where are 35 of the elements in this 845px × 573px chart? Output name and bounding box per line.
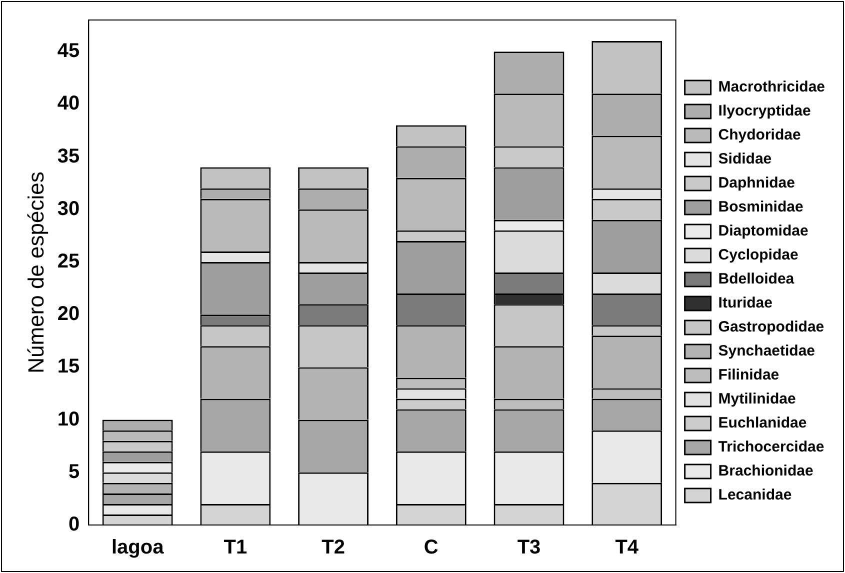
legend-label: Brachionidae xyxy=(718,462,814,480)
legend-label: Ituridae xyxy=(718,294,772,312)
legend-label: Mytilinidae xyxy=(718,390,796,408)
y-tick-label: 5 xyxy=(68,460,80,483)
x-tick-label: T2 xyxy=(322,536,345,559)
y-tick-label: 25 xyxy=(57,250,80,272)
y-tick-label: 20 xyxy=(57,303,80,326)
legend-label: Daphnidae xyxy=(718,174,795,192)
x-tick-label: T4 xyxy=(615,536,640,559)
x-tick-label: lagoa xyxy=(111,536,165,559)
y-tick-label: 30 xyxy=(57,198,80,220)
y-axis-title: Número de espécies xyxy=(23,172,48,374)
legend-label: Cyclopidae xyxy=(718,246,798,264)
y-tick-label: 10 xyxy=(57,408,80,430)
legend-label: Diaptomidae xyxy=(718,222,808,240)
legend-label: Gastropodidae xyxy=(718,318,824,336)
legend-label: Filinidae xyxy=(718,366,780,384)
legend-label: Trichocercidae xyxy=(718,438,824,456)
legend-label: Ilyocryptidae xyxy=(718,102,811,120)
legend-label: Bdelloidea xyxy=(718,270,795,288)
legend-label: Synchaetidae xyxy=(718,342,816,360)
y-tick-label: 0 xyxy=(68,514,80,536)
x-tick-label: T1 xyxy=(224,536,248,559)
y-tick-label: 15 xyxy=(57,356,80,378)
x-tick-label: C xyxy=(424,536,438,559)
y-tick-label: 45 xyxy=(57,40,80,62)
legend-label: Lecanidae xyxy=(718,486,792,504)
y-tick-label: 40 xyxy=(57,92,80,115)
legend-label: Bosminidae xyxy=(718,198,804,216)
legend-label: Macrothricidae xyxy=(718,78,826,96)
legend-label: Euchlanidae xyxy=(718,414,807,432)
y-tick-label: 35 xyxy=(57,145,80,168)
legend-label: Chydoridae xyxy=(718,126,801,144)
legend-label: Sididae xyxy=(718,150,772,168)
x-tick-label: T3 xyxy=(517,536,541,559)
